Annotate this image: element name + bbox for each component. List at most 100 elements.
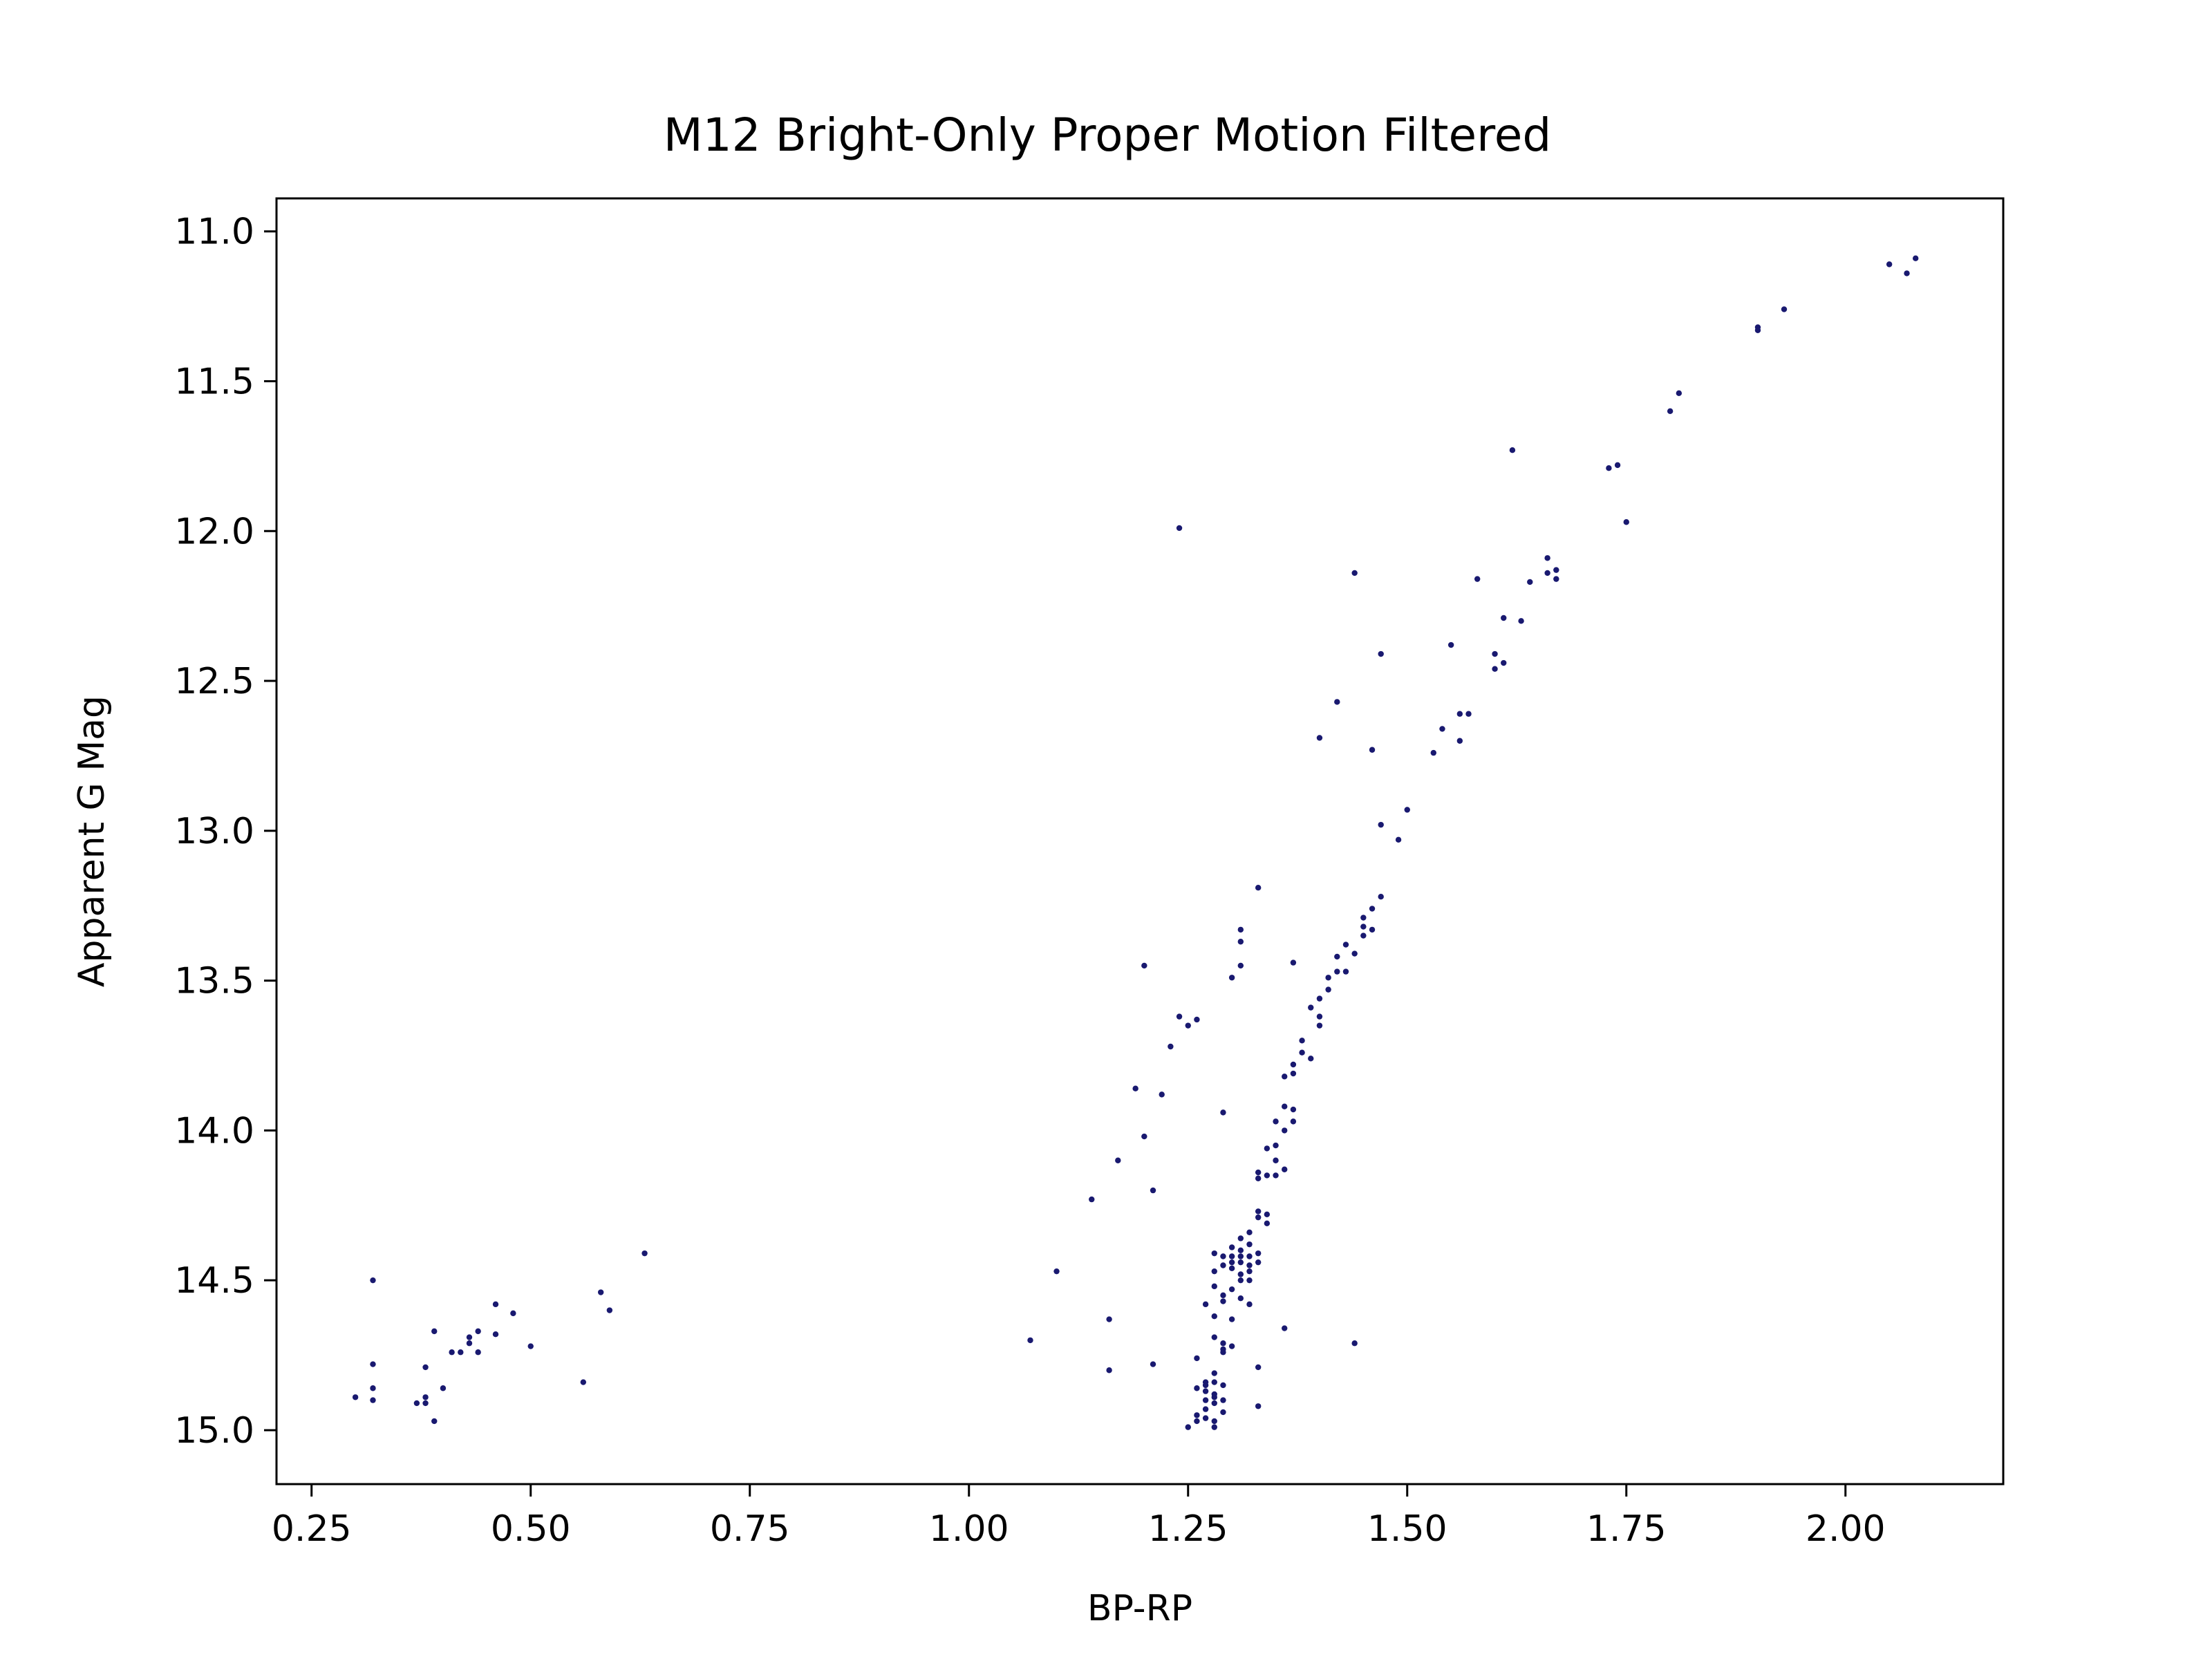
x-tick-label: 0.75: [710, 1508, 790, 1550]
data-point: [1518, 618, 1524, 624]
data-point: [1053, 1268, 1060, 1275]
data-point: [1492, 666, 1498, 672]
data-point: [1211, 1313, 1217, 1320]
data-point: [1369, 926, 1376, 933]
data-point: [1360, 915, 1367, 921]
data-point: [1194, 1412, 1200, 1418]
data-point: [1439, 726, 1445, 732]
x-axis-label: BP-RP: [1087, 1588, 1192, 1629]
data-point: [466, 1340, 473, 1347]
data-point: [1150, 1187, 1156, 1194]
data-point: [1159, 1091, 1165, 1098]
data-point: [1220, 1382, 1226, 1389]
plot-frame: [275, 197, 2005, 1485]
y-tick-label: 11.0: [174, 212, 254, 253]
data-point: [1282, 1325, 1288, 1331]
data-point: [1378, 894, 1384, 900]
data-point: [422, 1394, 429, 1400]
data-point: [1255, 1175, 1262, 1181]
data-point: [1360, 924, 1367, 930]
data-point: [1168, 1043, 1174, 1050]
data-point: [510, 1310, 516, 1317]
data-point: [1211, 1424, 1217, 1430]
data-point: [1316, 735, 1323, 741]
data-point: [1456, 711, 1463, 717]
data-point: [1237, 1247, 1244, 1254]
data-point: [1614, 462, 1621, 469]
data-point: [1781, 306, 1788, 312]
data-point: [1290, 1070, 1297, 1077]
data-point: [1228, 1316, 1235, 1322]
data-point: [1342, 968, 1349, 975]
data-point: [1237, 1235, 1244, 1241]
data-point: [1220, 1397, 1226, 1403]
data-point: [1264, 1172, 1271, 1179]
data-point: [1325, 975, 1331, 981]
data-point: [1264, 1211, 1271, 1217]
data-point: [1509, 447, 1516, 453]
data-point: [1369, 747, 1376, 753]
data-point: [1141, 1133, 1147, 1140]
data-point: [1282, 1074, 1288, 1080]
data-point: [431, 1328, 438, 1335]
data-point: [458, 1349, 464, 1356]
data-point: [1220, 1109, 1226, 1116]
data-point: [1194, 1016, 1200, 1023]
data-point: [1492, 650, 1498, 657]
data-point: [1676, 390, 1683, 397]
y-axis-label: Apparent G Mag: [71, 695, 113, 987]
data-point: [1211, 1400, 1217, 1407]
data-points: [352, 255, 1919, 1430]
data-point: [1290, 1061, 1297, 1068]
data-point: [1282, 1103, 1288, 1109]
data-point: [1228, 1259, 1235, 1266]
data-point: [1527, 579, 1533, 585]
data-point: [1501, 659, 1507, 666]
data-point: [1185, 1424, 1191, 1430]
data-point: [580, 1379, 587, 1385]
data-point: [1273, 1142, 1279, 1149]
data-point: [1202, 1415, 1209, 1421]
data-point: [1228, 1343, 1235, 1349]
data-point: [1255, 1259, 1262, 1266]
data-point: [1273, 1172, 1279, 1179]
data-point: [1237, 1295, 1244, 1302]
data-point: [1220, 1340, 1226, 1347]
data-point: [431, 1418, 438, 1425]
data-point: [1290, 1106, 1297, 1113]
x-tick-label: 2.00: [1806, 1508, 1886, 1550]
data-point: [1290, 959, 1297, 966]
data-point: [1228, 1244, 1235, 1250]
data-point: [1220, 1262, 1226, 1268]
x-tick-label: 1.50: [1367, 1508, 1447, 1550]
data-point: [1501, 615, 1507, 621]
data-point: [1316, 995, 1323, 1002]
y-tick-label: 13.5: [174, 961, 254, 1002]
data-point: [1141, 962, 1147, 969]
data-point: [1211, 1283, 1217, 1290]
data-point: [1553, 576, 1559, 582]
data-point: [1202, 1301, 1209, 1308]
data-point: [597, 1289, 604, 1295]
x-tick-label: 0.25: [272, 1508, 352, 1550]
data-point: [370, 1397, 376, 1403]
data-point: [1115, 1157, 1121, 1163]
data-point: [422, 1364, 429, 1371]
data-point: [1316, 1013, 1323, 1020]
data-point: [1132, 1085, 1138, 1091]
data-point: [1237, 939, 1244, 945]
data-point: [1904, 270, 1910, 276]
data-point: [1395, 836, 1402, 843]
data-point: [1404, 807, 1410, 813]
data-point: [1237, 1271, 1244, 1277]
data-point: [1150, 1361, 1156, 1367]
data-point: [1228, 975, 1235, 981]
data-point: [1228, 1286, 1235, 1293]
data-point: [1106, 1367, 1112, 1374]
data-point: [1308, 1004, 1314, 1011]
y-tick-label: 14.0: [174, 1110, 254, 1152]
data-point: [1351, 570, 1358, 577]
data-point: [1334, 968, 1340, 975]
data-point: [1176, 1013, 1183, 1020]
